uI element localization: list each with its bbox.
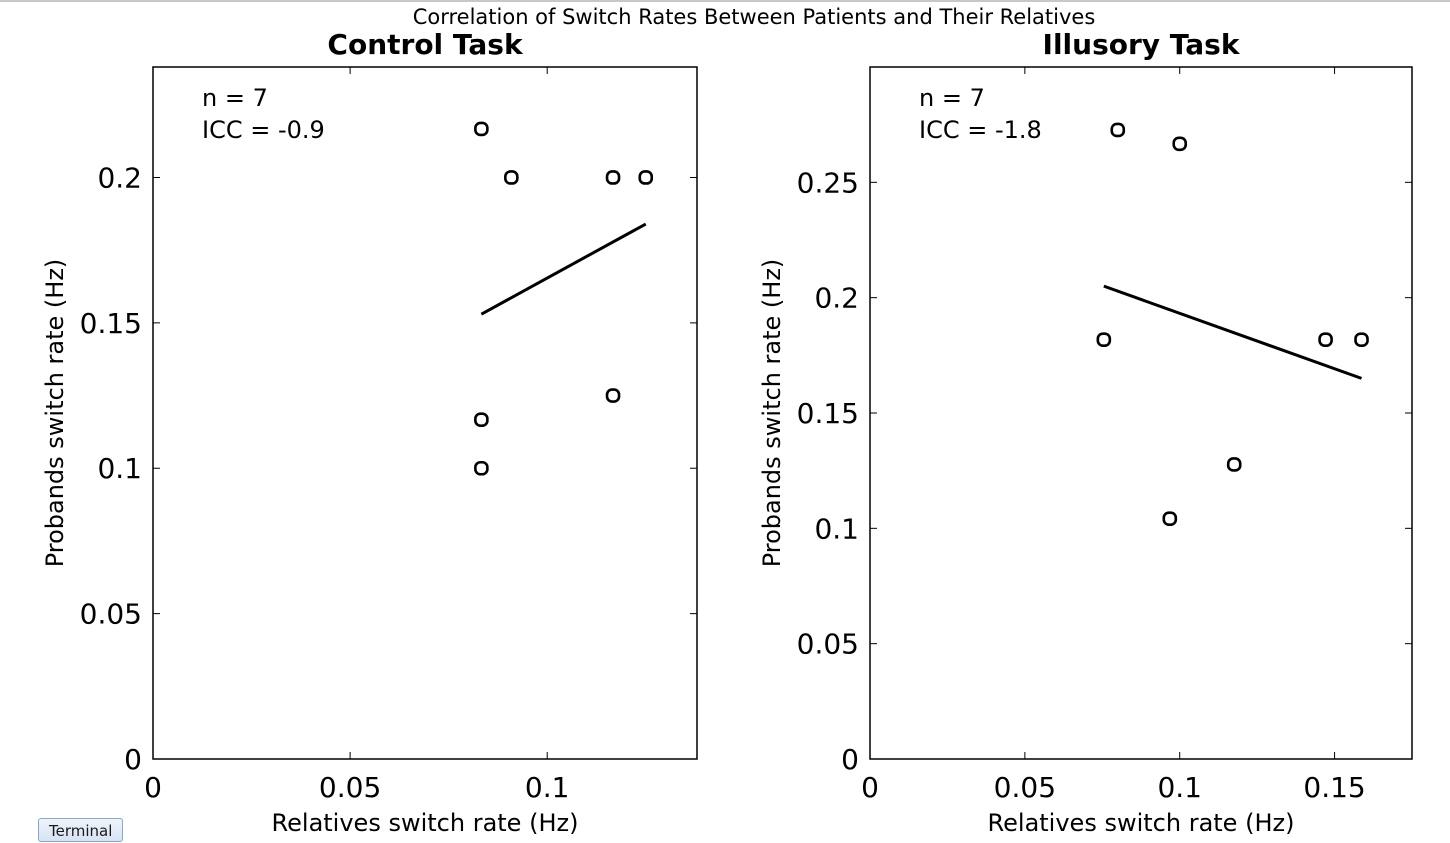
x-tick-label: 0.15: [1303, 771, 1365, 804]
y-tick-label: 0.1: [814, 512, 859, 545]
data-point: [1172, 136, 1188, 152]
y-tick-label: 0.15: [797, 397, 859, 430]
y-tick-label: 0.2: [97, 161, 142, 194]
window-top-border: [0, 0, 1450, 2]
x-tick-label: 0: [144, 771, 162, 804]
data-point: [1354, 332, 1369, 347]
axes-frame: [869, 66, 1413, 760]
x-tick-label: 0.05: [319, 771, 381, 804]
figure-suptitle: Correlation of Switch Rates Between Pati…: [413, 5, 1096, 29]
x-axis-label: Relatives switch rate (Hz): [988, 809, 1295, 837]
y-tick-label: 0.1: [97, 452, 142, 485]
regression-line: [480, 222, 647, 316]
subplot-title: Illusory Task: [1043, 28, 1241, 61]
x-tick-label: 0: [861, 771, 879, 804]
y-tick-label: 0.05: [80, 598, 142, 631]
stats-annotation-line: n = 7: [202, 84, 268, 112]
data-point: [474, 412, 489, 427]
x-tick-label: 0.1: [1157, 771, 1202, 804]
y-tick-label: 0.15: [80, 307, 142, 340]
data-point: [605, 170, 621, 185]
x-tick-label: 0.1: [525, 771, 570, 804]
y-tick-label: 0.05: [797, 628, 859, 661]
stats-annotation-line: ICC = -1.8: [919, 116, 1042, 144]
data-point: [1162, 511, 1178, 526]
axes-frame: [152, 66, 698, 760]
y-tick-label: 0: [841, 743, 859, 776]
subplot-title: Control Task: [327, 28, 524, 61]
y-axis-label: Probands switch rate (Hz): [41, 259, 69, 568]
stats-annotation-line: n = 7: [919, 84, 985, 112]
y-tick-label: 0.25: [797, 166, 859, 199]
data-point: [638, 170, 654, 185]
y-tick-label: 0: [124, 743, 142, 776]
subplot-illusory-task: Illusory Task 0 0.05 0.1 0.15 0 0.05 0.1 0.15 0.2…: [758, 28, 1413, 837]
stats-annotation-line: ICC = -0.9: [202, 116, 325, 144]
data-point: [474, 121, 489, 137]
data-point: [605, 388, 621, 403]
x-axis-label: Relatives switch rate (Hz): [272, 809, 579, 837]
y-tick-label: 0.2: [814, 282, 859, 315]
data-point: [1110, 122, 1126, 138]
x-tick-label: 0.05: [994, 771, 1056, 804]
y-axis-label: Probands switch rate (Hz): [758, 259, 786, 568]
data-point: [474, 460, 489, 476]
regression-line: [1103, 284, 1363, 380]
data-point: [1096, 332, 1112, 347]
terminal-button[interactable]: Terminal: [38, 818, 124, 842]
data-point: [1318, 332, 1333, 347]
subplot-control-task: Control Task 0 0.05 0.1 0 0.05 0.1 0.15 0.2 Relat…: [41, 28, 698, 837]
data-point: [504, 170, 519, 185]
data-point: [1226, 457, 1242, 472]
